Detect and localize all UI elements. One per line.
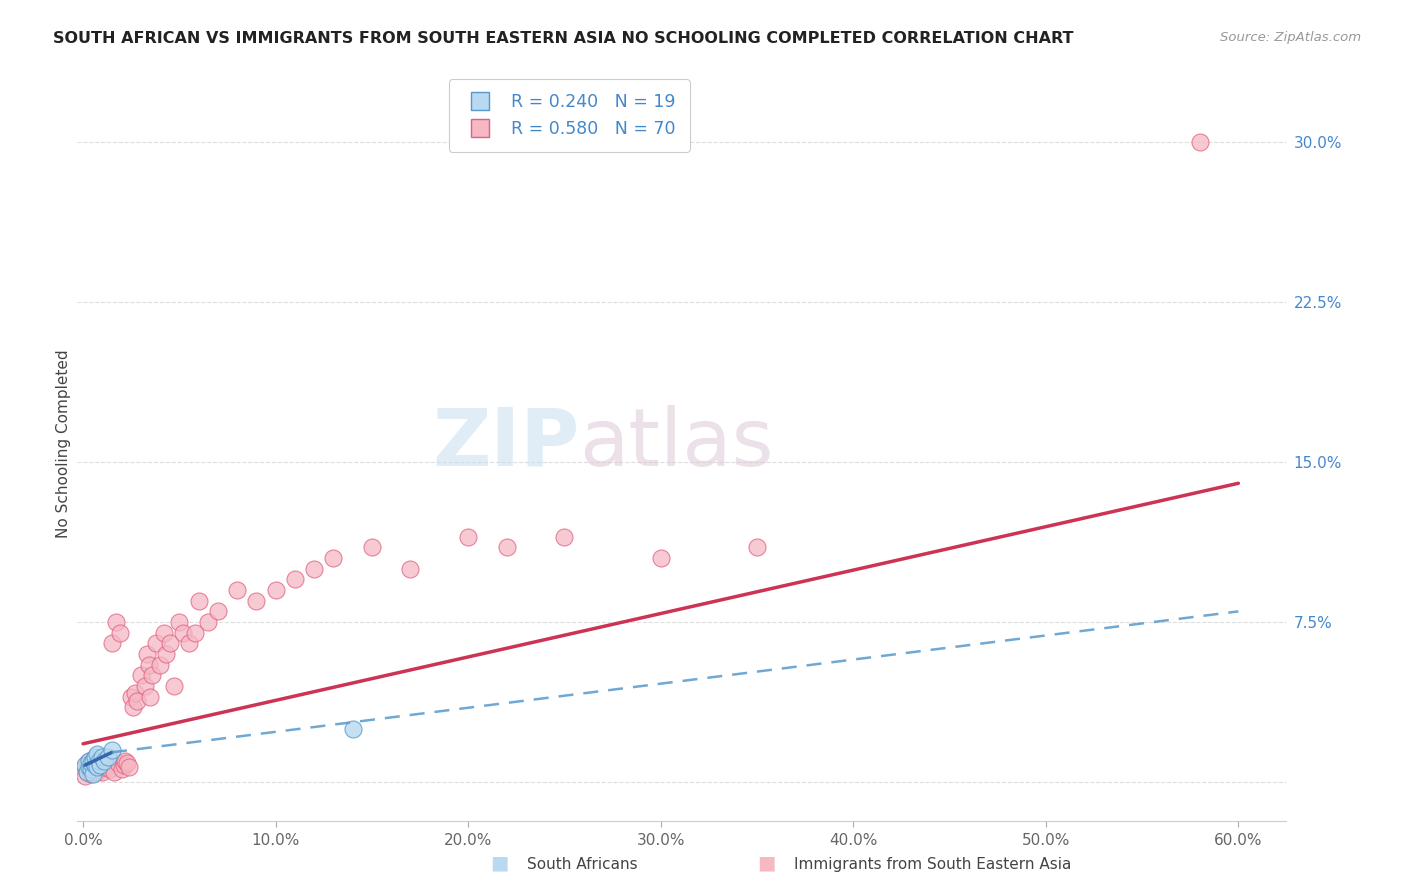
Text: Immigrants from South Eastern Asia: Immigrants from South Eastern Asia xyxy=(794,857,1071,872)
Point xyxy=(108,625,131,640)
Point xyxy=(149,657,172,672)
Point xyxy=(169,615,191,629)
Point xyxy=(302,562,325,576)
Point xyxy=(155,647,177,661)
Point xyxy=(80,763,103,777)
Point xyxy=(87,763,110,777)
Point xyxy=(107,756,129,770)
Point xyxy=(82,754,104,768)
Point xyxy=(83,752,105,766)
Point xyxy=(145,636,167,650)
Point xyxy=(98,763,121,777)
Point xyxy=(77,754,100,768)
Point xyxy=(73,758,96,772)
Point xyxy=(197,615,219,629)
Point xyxy=(82,766,104,780)
Point xyxy=(135,647,157,661)
Point xyxy=(82,754,104,768)
Text: SOUTH AFRICAN VS IMMIGRANTS FROM SOUTH EASTERN ASIA NO SCHOOLING COMPLETED CORRE: SOUTH AFRICAN VS IMMIGRANTS FROM SOUTH E… xyxy=(53,31,1074,46)
Point xyxy=(1188,135,1211,149)
Point xyxy=(457,530,479,544)
Point xyxy=(89,758,111,772)
Point xyxy=(97,749,120,764)
Point xyxy=(114,754,136,768)
Point xyxy=(101,636,124,650)
Point xyxy=(650,551,672,566)
Point xyxy=(91,764,114,779)
Point xyxy=(83,749,105,764)
Point xyxy=(93,760,115,774)
Point xyxy=(82,764,104,779)
Point xyxy=(89,758,111,772)
Point xyxy=(162,679,184,693)
Point xyxy=(122,700,145,714)
Point xyxy=(117,756,139,770)
Point xyxy=(86,764,108,779)
Point xyxy=(86,756,108,770)
Text: Source: ZipAtlas.com: Source: ZipAtlas.com xyxy=(1220,31,1361,45)
Point xyxy=(138,657,160,672)
Point xyxy=(86,747,108,762)
Point xyxy=(129,668,152,682)
Point xyxy=(139,690,162,704)
Point xyxy=(101,743,124,757)
Point xyxy=(112,758,135,772)
Point xyxy=(96,756,118,770)
Point xyxy=(87,754,110,768)
Point xyxy=(80,756,103,770)
Point xyxy=(553,530,575,544)
Point xyxy=(86,760,108,774)
Point xyxy=(226,582,249,597)
Point xyxy=(184,625,207,640)
Text: ZIP: ZIP xyxy=(432,405,579,483)
Point xyxy=(264,582,287,597)
Point xyxy=(118,760,141,774)
Point xyxy=(495,541,517,555)
Point xyxy=(745,541,768,555)
Point xyxy=(153,625,176,640)
Point xyxy=(159,636,181,650)
Point xyxy=(284,573,307,587)
Point xyxy=(110,763,132,777)
Point xyxy=(141,668,163,682)
Point xyxy=(172,625,194,640)
Point xyxy=(91,754,114,768)
Point xyxy=(177,636,200,650)
Point xyxy=(399,562,422,576)
Point xyxy=(77,763,100,777)
Point xyxy=(97,758,120,772)
Point xyxy=(207,604,229,618)
Point xyxy=(87,754,110,768)
Text: ■: ■ xyxy=(489,854,509,872)
Point xyxy=(120,690,142,704)
Text: ■: ■ xyxy=(756,854,776,872)
Text: South Africans: South Africans xyxy=(527,857,638,872)
Point xyxy=(245,593,267,607)
Point xyxy=(124,685,146,699)
Legend: R = 0.240   N = 19, R = 0.580   N = 70: R = 0.240 N = 19, R = 0.580 N = 70 xyxy=(449,79,690,152)
Point xyxy=(93,754,115,768)
Point xyxy=(342,722,364,736)
Point xyxy=(80,758,103,772)
Point xyxy=(83,758,105,772)
Point xyxy=(104,615,127,629)
Point xyxy=(361,541,384,555)
Point xyxy=(80,766,103,780)
Point xyxy=(77,760,100,774)
Point xyxy=(76,764,98,779)
Text: atlas: atlas xyxy=(579,405,773,483)
Point xyxy=(76,756,98,770)
Point xyxy=(91,749,114,764)
Point xyxy=(103,764,125,779)
Point xyxy=(73,769,96,783)
Point xyxy=(77,754,100,768)
Point xyxy=(134,679,156,693)
Y-axis label: No Schooling Completed: No Schooling Completed xyxy=(56,350,70,538)
Point xyxy=(83,760,105,774)
Point xyxy=(73,760,96,774)
Point xyxy=(187,593,209,607)
Point xyxy=(322,551,344,566)
Point xyxy=(125,694,148,708)
Point xyxy=(76,764,98,779)
